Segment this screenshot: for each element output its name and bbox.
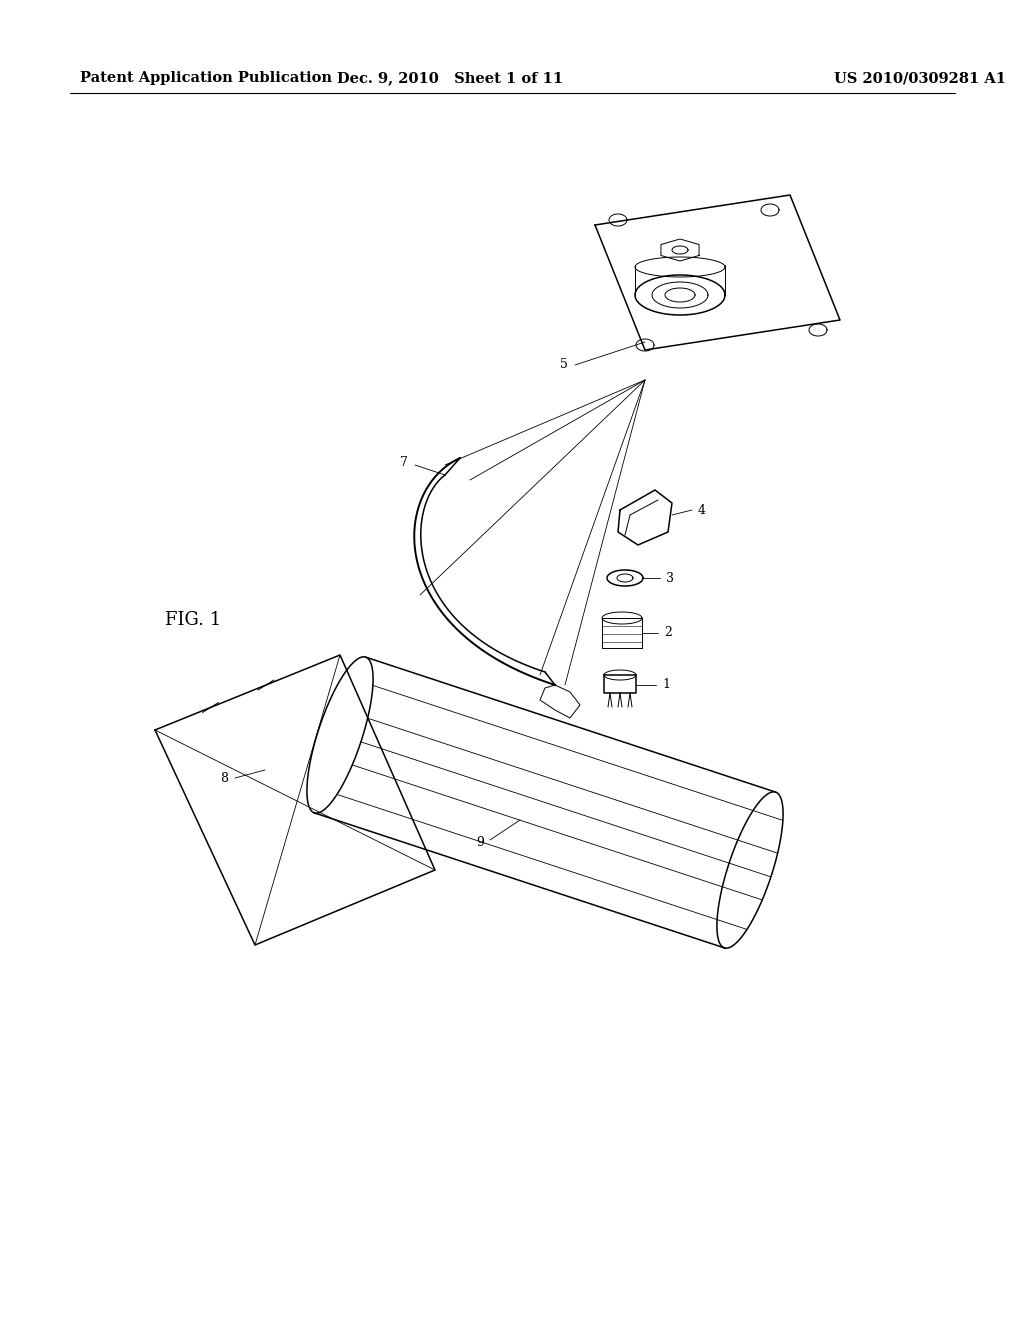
Text: Dec. 9, 2010   Sheet 1 of 11: Dec. 9, 2010 Sheet 1 of 11 <box>337 71 563 84</box>
Text: 1: 1 <box>662 678 670 692</box>
Text: 3: 3 <box>666 572 674 585</box>
Text: 9: 9 <box>476 837 484 850</box>
Text: 8: 8 <box>220 771 228 784</box>
Text: 4: 4 <box>698 503 706 516</box>
Text: 5: 5 <box>560 359 568 371</box>
Text: FIG. 1: FIG. 1 <box>165 611 221 630</box>
Text: 7: 7 <box>400 455 408 469</box>
Text: US 2010/0309281 A1: US 2010/0309281 A1 <box>834 71 1006 84</box>
Text: Patent Application Publication: Patent Application Publication <box>80 71 332 84</box>
Text: 2: 2 <box>664 627 672 639</box>
